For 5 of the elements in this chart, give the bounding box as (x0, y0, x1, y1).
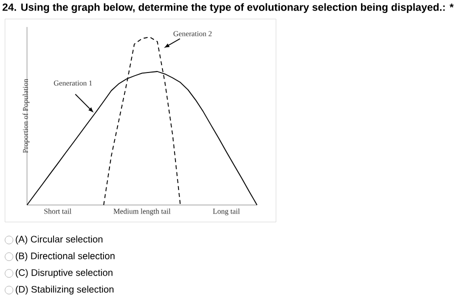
chart-title: 24. Using the graph below, determine the type of evolutionary selection being displayed.: * (2, 3, 454, 13)
text: (A) Circular selection (16, 236, 102, 244)
text: (B) Directional selection (16, 252, 115, 262)
text: (C) Disruptive selection (16, 268, 112, 278)
text: (D) Stabilizing selection (16, 286, 114, 295)
